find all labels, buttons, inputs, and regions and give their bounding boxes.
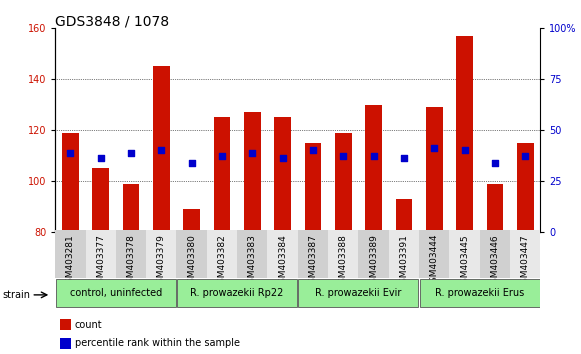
Text: GSM403445: GSM403445 [460, 234, 469, 289]
Bar [304, 143, 321, 232]
Bar [146, 230, 177, 278]
Text: GSM403281: GSM403281 [66, 234, 75, 289]
Text: count: count [74, 320, 102, 330]
Bar [510, 230, 540, 278]
Bar [328, 230, 358, 278]
Text: GSM403382: GSM403382 [217, 234, 227, 289]
Point [248, 150, 257, 156]
Text: GSM403387: GSM403387 [309, 234, 317, 289]
Bar [396, 199, 413, 232]
Bar [207, 230, 237, 278]
Point [490, 160, 500, 166]
Text: GDS3848 / 1078: GDS3848 / 1078 [55, 14, 169, 28]
Text: GSM403379: GSM403379 [157, 234, 166, 289]
Point [217, 153, 227, 158]
Text: GSM403389: GSM403389 [369, 234, 378, 289]
Point [309, 148, 318, 153]
Text: percentile rank within the sample: percentile rank within the sample [74, 338, 239, 348]
Text: GSM403377: GSM403377 [96, 234, 105, 289]
Text: GSM403380: GSM403380 [187, 234, 196, 289]
Text: GSM403444: GSM403444 [430, 234, 439, 289]
Text: GSM403384: GSM403384 [278, 234, 287, 289]
Text: GSM403383: GSM403383 [248, 234, 257, 289]
Text: GSM403388: GSM403388 [339, 234, 348, 289]
Point [187, 160, 196, 166]
Text: GSM403391: GSM403391 [399, 234, 408, 289]
Bar [486, 183, 503, 232]
Bar [92, 168, 109, 232]
Bar [517, 143, 533, 232]
Bar [214, 118, 230, 232]
Bar [62, 133, 78, 232]
Bar [85, 230, 116, 278]
Point [157, 148, 166, 153]
Text: GSM403378: GSM403378 [127, 234, 135, 289]
Point [278, 155, 287, 161]
Bar [177, 230, 207, 278]
Text: strain: strain [3, 290, 31, 300]
Text: R. prowazekii Evir: R. prowazekii Evir [315, 288, 401, 298]
Bar [267, 230, 297, 278]
Point [521, 153, 530, 158]
Bar [299, 279, 418, 307]
Bar [60, 319, 71, 330]
Bar [177, 279, 297, 307]
Point [460, 148, 469, 153]
Point [96, 155, 105, 161]
Bar [56, 279, 176, 307]
Bar [116, 230, 146, 278]
Bar [55, 230, 85, 278]
Point [399, 155, 408, 161]
Point [66, 150, 75, 156]
Point [126, 150, 135, 156]
Bar [480, 230, 510, 278]
Bar [389, 230, 419, 278]
Bar [274, 118, 291, 232]
Point [429, 145, 439, 151]
Bar [183, 209, 200, 232]
Bar [153, 67, 170, 232]
Text: GSM403446: GSM403446 [490, 234, 499, 289]
Bar [297, 230, 328, 278]
Bar [358, 230, 389, 278]
Point [339, 153, 348, 158]
Bar [335, 133, 352, 232]
Text: control, uninfected: control, uninfected [70, 288, 162, 298]
Bar [419, 230, 449, 278]
Text: R. prowazekii Erus: R. prowazekii Erus [435, 288, 524, 298]
Bar [426, 107, 443, 232]
Bar [419, 279, 540, 307]
Bar [60, 338, 71, 349]
Bar [244, 112, 261, 232]
Bar [449, 230, 480, 278]
Bar [456, 36, 473, 232]
Point [369, 153, 378, 158]
Bar [123, 183, 139, 232]
Text: GSM403447: GSM403447 [521, 234, 530, 289]
Bar [365, 105, 382, 232]
Bar [237, 230, 267, 278]
Text: R. prowazekii Rp22: R. prowazekii Rp22 [191, 288, 284, 298]
